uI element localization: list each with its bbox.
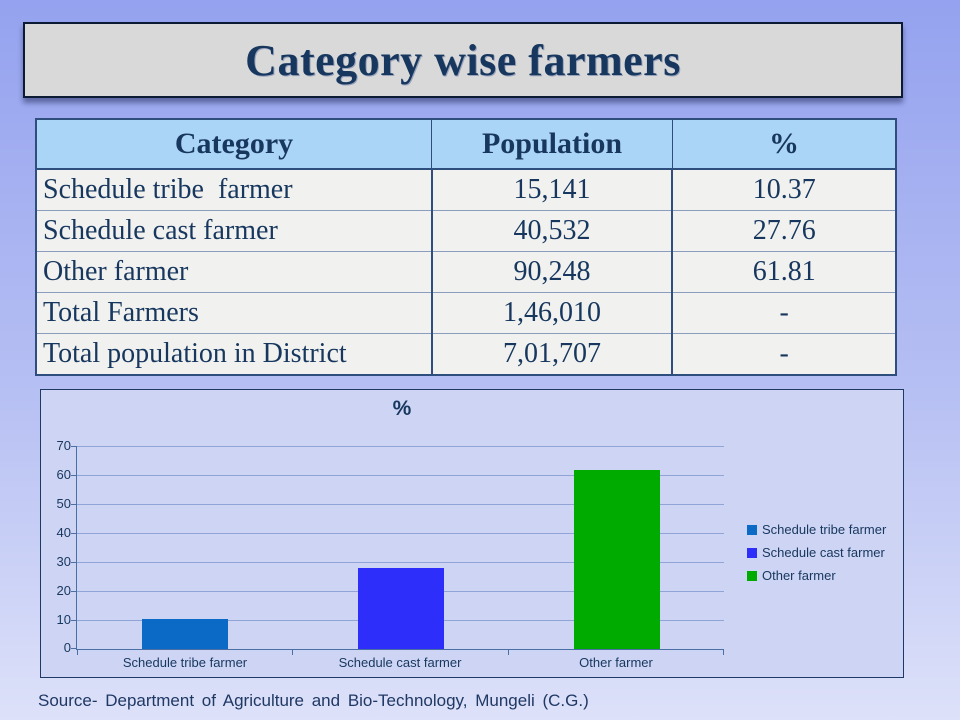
- legend-swatch: [747, 547, 757, 558]
- percent-cell: 61.81: [671, 251, 897, 293]
- chart-legend: Schedule tribe farmer Schedule cast farm…: [747, 522, 886, 591]
- chart-bar: [142, 619, 228, 649]
- farmers-table: Category Population % Schedule tribe far…: [35, 118, 897, 376]
- percent-cell: -: [671, 333, 897, 376]
- y-axis-label: 60: [56, 467, 71, 482]
- gridline: [77, 475, 724, 476]
- y-axis-label: 40: [56, 525, 71, 540]
- x-axis-tick: [77, 649, 78, 655]
- category-cell: Other farmer: [35, 251, 433, 293]
- page-title: Category wise farmers: [245, 35, 681, 85]
- y-axis-label: 0: [63, 640, 71, 655]
- legend-label: Schedule cast farmer: [762, 545, 885, 560]
- x-axis-tick: [292, 649, 293, 655]
- x-axis-tick: [508, 649, 509, 655]
- y-axis-tick: [71, 620, 77, 621]
- population-cell: 15,141: [430, 168, 674, 211]
- category-cell: Total population in District: [35, 333, 433, 376]
- gridline: [77, 446, 724, 447]
- y-axis-tick: [71, 504, 77, 505]
- percent-cell: 27.76: [671, 210, 897, 252]
- legend-label: Schedule tribe farmer: [762, 522, 887, 537]
- header-population: Population: [431, 118, 673, 170]
- table-row: Total Farmers 1,46,010 -: [35, 292, 897, 334]
- gridline: [77, 533, 724, 534]
- legend-item: Schedule cast farmer: [747, 545, 886, 560]
- population-cell: 40,532: [430, 210, 674, 252]
- y-axis-tick: [71, 591, 77, 592]
- category-cell: Schedule tribe farmer: [35, 168, 433, 211]
- population-cell: 1,46,010: [430, 292, 674, 334]
- category-cell: Schedule cast farmer: [35, 210, 433, 252]
- y-axis-tick: [71, 562, 77, 563]
- table-row: Schedule cast farmer 40,532 27.76: [35, 210, 897, 252]
- chart-bar: [358, 568, 444, 649]
- y-axis-label: 30: [56, 554, 71, 569]
- population-cell: 7,01,707: [430, 333, 674, 376]
- population-cell: 90,248: [430, 251, 674, 293]
- x-axis-label: Schedule cast farmer: [338, 655, 462, 670]
- y-axis-tick: [71, 475, 77, 476]
- x-axis-label: Other farmer: [579, 655, 653, 670]
- y-axis-label: 70: [56, 438, 71, 453]
- y-axis-tick: [71, 533, 77, 534]
- table-row: Total population in District 7,01,707 -: [35, 333, 897, 376]
- bar-chart: % 70 60 50 40 30 20 10 0: [40, 389, 904, 678]
- source-note: Source- Department of Agriculture and Bi…: [38, 691, 589, 710]
- percent-cell: 10.37: [671, 168, 897, 211]
- table-header-row: Category Population %: [35, 118, 897, 170]
- y-axis-label: 50: [56, 496, 71, 511]
- chart-bar: [574, 470, 660, 649]
- legend-item: Other farmer: [747, 568, 886, 583]
- y-axis-label: 20: [56, 583, 71, 598]
- table-row: Schedule tribe farmer 15,141 10.37: [35, 168, 897, 211]
- y-axis-tick: [71, 648, 77, 649]
- header-percent: %: [671, 118, 897, 170]
- category-cell: Total Farmers: [35, 292, 433, 334]
- x-axis-label: Schedule tribe farmer: [122, 655, 248, 670]
- gridline: [77, 504, 724, 505]
- legend-swatch: [747, 570, 757, 581]
- chart-title: %: [392, 397, 412, 420]
- legend-item: Schedule tribe farmer: [747, 522, 886, 537]
- y-axis-label: 10: [56, 612, 71, 627]
- plot-area: 70 60 50 40 30 20 10 0 Schedule tribe fa…: [57, 438, 724, 670]
- title-banner: Category wise farmers: [23, 22, 903, 98]
- legend-swatch: [747, 524, 757, 535]
- table-row: Other farmer 90,248 61.81: [35, 251, 897, 293]
- gridline: [77, 562, 724, 563]
- x-axis-tick: [723, 649, 724, 655]
- percent-cell: -: [671, 292, 897, 334]
- header-category: Category: [35, 118, 433, 170]
- y-axis-tick: [71, 446, 77, 447]
- legend-label: Other farmer: [762, 568, 836, 583]
